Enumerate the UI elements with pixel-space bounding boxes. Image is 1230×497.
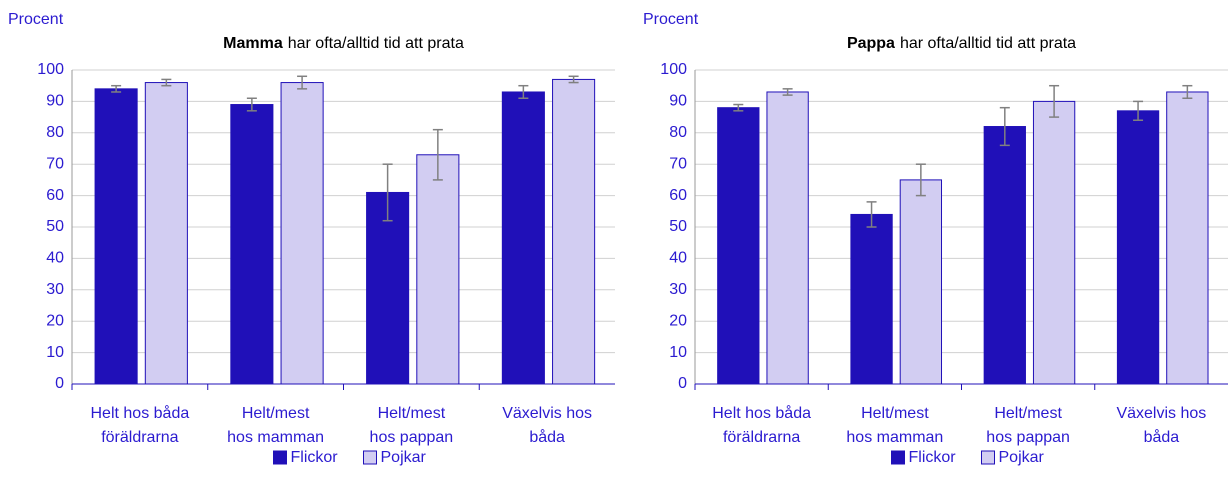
y-tick-label: 100 [660,61,687,78]
error-bar [1049,84,1060,118]
y-tick-label: 10 [46,344,64,361]
y-tick-label: 40 [46,250,64,267]
y-tick-label: 0 [678,375,687,392]
bar [416,154,460,385]
bar [850,213,893,385]
y-tick-label: 100 [37,61,64,78]
x-tick-label: hos mamman [846,429,943,446]
legend-swatch [891,450,905,465]
bar [766,91,809,385]
y-tick-label: 10 [669,344,687,361]
bar [717,107,760,385]
x-tick-label: Helt/mest [994,405,1062,422]
bar [280,82,324,385]
legend-label: Flickor [291,449,339,466]
error-bar [1133,100,1144,121]
x-tick-label: Helt hos båda [712,404,811,422]
error-bar [161,78,172,87]
error-bar [782,88,793,96]
y-tick-label: 20 [46,312,64,329]
title-rest: har ofta/alltid tid att prata [900,35,1076,52]
bar [899,179,943,385]
bar [983,126,1026,385]
y-tick-label: 30 [669,281,687,298]
legend-swatch [363,450,377,465]
chart-title: Pappa har ofta/alltid tid att prata [847,35,1076,52]
chart-title: Mamma har ofta/alltid tid att prata [223,35,464,52]
legend-label: Pojkar [381,449,427,466]
x-tick-label: Växelvis hos [502,405,592,422]
error-bar [432,128,443,181]
y-tick-label: 0 [55,375,64,392]
y-axis-label: Procent [643,11,699,28]
error-bar [915,163,926,197]
x-tick-label: båda [529,428,565,446]
bar [552,78,596,385]
y-tick-label: 60 [46,187,64,204]
x-tick-label: Växelvis hos [1116,405,1206,422]
legend-label: Flickor [909,449,957,466]
title-rest: har ofta/alltid tid att prata [288,35,464,52]
error-bar [111,84,122,93]
x-tick-label: Helt/mest [861,405,929,422]
title-bold: Pappa [847,35,895,52]
y-tick-label: 70 [46,155,64,172]
bar [94,88,138,385]
legend-swatch [273,450,287,465]
bar [501,91,545,385]
y-tick-label: 90 [669,93,687,110]
error-bar [733,103,744,112]
bar [144,82,188,385]
x-tick-label: båda [1144,428,1180,446]
error-bar [866,201,877,228]
y-tick-label: 90 [46,93,64,110]
legend-label: Pojkar [999,449,1045,466]
y-tick-label: 80 [46,124,64,141]
x-tick-label: hos pappan [370,429,454,446]
x-tick-label: Helt/mest [378,405,446,422]
y-tick-label: 30 [46,281,64,298]
title-bold: Mamma [223,35,283,52]
y-tick-label: 40 [669,250,687,267]
x-tick-label: hos pappan [986,429,1070,446]
y-tick-label: 50 [669,218,687,235]
error-bar [999,106,1010,147]
bar [1116,110,1160,385]
legend-swatch [981,450,995,465]
y-tick-label: 50 [46,218,64,235]
error-bar [297,75,308,90]
x-tick-label: hos mamman [227,429,324,446]
error-bar [568,75,579,84]
error-bar [382,163,393,222]
y-tick-label: 70 [669,155,687,172]
bar [230,104,274,385]
error-bar [518,84,529,100]
x-tick-label: Helt/mest [242,405,310,422]
bar [1166,91,1209,385]
y-tick-label: 60 [669,187,687,204]
y-tick-label: 80 [669,124,687,141]
error-bar [1182,84,1193,100]
error-bar [246,97,257,112]
x-tick-label: föräldrarna [101,429,178,446]
x-tick-label: Helt hos båda [91,404,190,422]
y-axis-label: Procent [8,11,64,28]
bar [366,191,410,385]
bar [1032,100,1076,385]
x-tick-label: föräldrarna [723,429,800,446]
y-tick-label: 20 [669,312,687,329]
